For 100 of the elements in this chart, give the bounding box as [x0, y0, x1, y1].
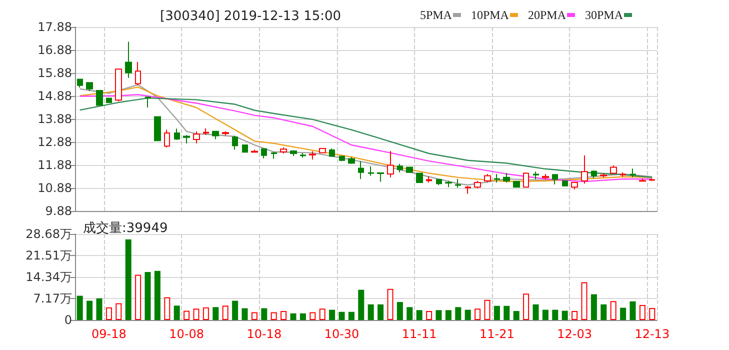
bar: [494, 306, 500, 320]
y-tick-label: 13.88: [38, 112, 72, 126]
bar: [164, 297, 170, 320]
candlestick: [183, 134, 190, 144]
candlestick: [426, 176, 432, 183]
bar: [144, 272, 151, 320]
candlestick: [610, 164, 617, 174]
bar: [358, 290, 364, 320]
bar: [523, 294, 530, 320]
x-tick-label: 09-18: [92, 327, 126, 341]
candlestick: [649, 178, 655, 182]
candlestick: [436, 178, 442, 186]
y-tick-label: 14.34万: [26, 270, 72, 284]
bar: [290, 313, 296, 320]
candlestick: [242, 144, 248, 153]
candlestick: [77, 78, 83, 88]
bar: [504, 306, 510, 320]
candlestick: [358, 160, 364, 180]
candlestick: [494, 173, 500, 183]
candlestick: [319, 147, 326, 154]
bar: [184, 310, 190, 320]
candlestick: [455, 178, 461, 188]
candlestick: [203, 128, 209, 136]
x-tick-label: 11-11: [402, 327, 437, 341]
bar: [232, 300, 238, 320]
candlestick: [513, 180, 520, 188]
candlestick: [600, 172, 607, 178]
bar: [610, 301, 616, 320]
bar: [396, 302, 403, 320]
candlestick: [465, 186, 471, 194]
y-tick-label: 0: [64, 313, 72, 327]
candlestick: [533, 171, 539, 180]
chart-title: 成交量:39949: [83, 220, 168, 236]
candlestick: [106, 97, 112, 104]
candlestick: [261, 148, 267, 159]
bar: [649, 308, 656, 320]
candlestick: [630, 168, 636, 178]
bar: [329, 310, 336, 320]
candlestick: [135, 61, 141, 86]
bar: [532, 304, 539, 320]
candlestick: [251, 149, 258, 153]
bar: [513, 311, 520, 320]
bar: [154, 270, 160, 320]
bar: [280, 311, 287, 320]
bar: [630, 301, 636, 320]
bar: [455, 307, 462, 320]
candlestick: [445, 180, 452, 188]
candlestick: [484, 173, 491, 183]
bar: [416, 310, 422, 320]
bar: [474, 308, 481, 320]
x-tick-label: 10-30: [324, 327, 360, 341]
candlestick: [164, 129, 170, 148]
bar: [338, 312, 345, 320]
candlestick: [581, 154, 588, 184]
bar: [96, 298, 102, 320]
candlestick: [639, 178, 646, 182]
bar: [319, 308, 326, 320]
candlestick: [193, 130, 200, 144]
y-tick-label: 17.88: [38, 20, 72, 34]
bar: [387, 288, 394, 320]
legend-label: 5PMA: [420, 8, 452, 22]
bar: [368, 304, 374, 320]
candlestick: [368, 166, 374, 176]
candlestick: [154, 116, 161, 142]
bar: [562, 310, 568, 320]
candlestick: [280, 147, 287, 154]
candlestick: [174, 128, 180, 140]
bar: [106, 307, 112, 320]
bar: [620, 308, 626, 320]
candlestick: [571, 182, 578, 190]
candlestick: [145, 96, 151, 108]
bar: [378, 304, 384, 320]
bar: [242, 308, 248, 320]
bar: [639, 305, 646, 320]
candlestick: [591, 170, 597, 179]
candlestick: [620, 172, 626, 178]
bar: [590, 294, 597, 320]
y-tick-label: 10.88: [38, 181, 72, 195]
bar: [348, 312, 354, 320]
bar: [426, 311, 432, 320]
bar: [552, 310, 558, 320]
chart-title: [300340] 2019-12-13 15:00: [160, 9, 342, 24]
candlestick: [377, 172, 384, 182]
bar: [86, 300, 93, 320]
candlestick: [348, 156, 355, 164]
x-tick-label: 11-21: [480, 327, 514, 341]
candlestick: [542, 173, 549, 180]
y-tick-label: 11.88: [38, 158, 72, 172]
bar: [406, 307, 413, 320]
legend-label: 20PMA: [528, 8, 566, 22]
bar: [310, 312, 316, 320]
bar: [484, 300, 490, 320]
y-tick-label: 7.17万: [33, 292, 72, 306]
candlestick: [387, 150, 394, 178]
bar: [445, 310, 452, 320]
candlestick: [290, 150, 297, 157]
x-tick-label: 10-08: [169, 327, 204, 341]
candlestick: [96, 90, 103, 106]
candlestick: [406, 166, 413, 173]
candlestick: [329, 148, 335, 157]
